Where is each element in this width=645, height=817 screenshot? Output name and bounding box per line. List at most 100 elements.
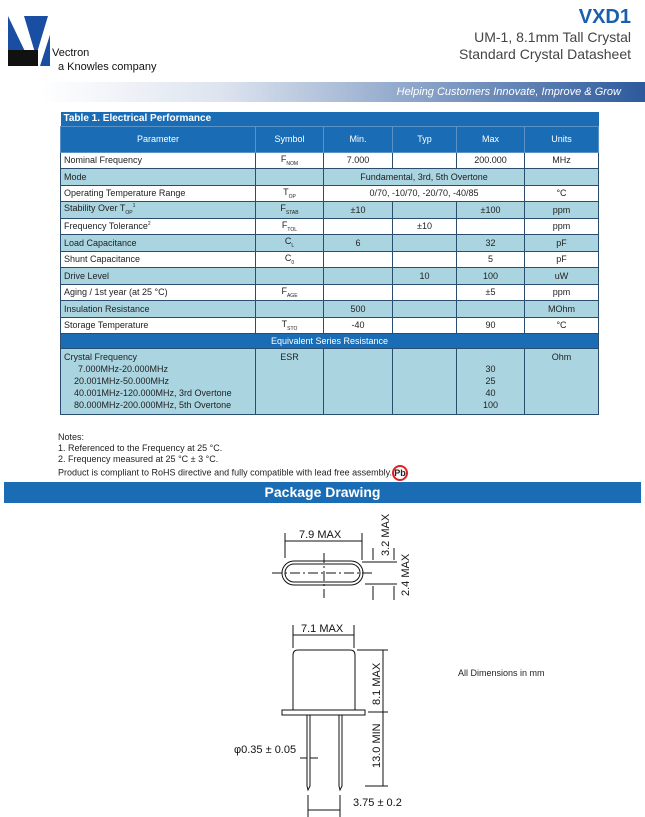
- footnote-ref: 1: [132, 203, 136, 210]
- symbol-cell: CL: [255, 234, 324, 252]
- typ-cell: ±10: [392, 217, 457, 235]
- min-cell: [323, 250, 393, 268]
- units-cell: ppm: [524, 283, 599, 301]
- param: Aging / 1st year (at 25 °C): [64, 287, 168, 298]
- tagline-banner: Helping Customers Innovate, Improve & Gr…: [40, 82, 645, 102]
- dim-body-height: 8.1 MAX: [371, 662, 383, 705]
- symbol-cell: FTOL: [255, 217, 324, 235]
- max-cell: [456, 300, 525, 318]
- typ-cell: [392, 300, 457, 318]
- min-cell: 7.000: [323, 151, 393, 169]
- param-cell: Crystal Frequency 7.000MHz-20.000MHz 20.00…: [60, 348, 256, 415]
- param-cell: Storage Temperature: [60, 316, 256, 334]
- param: Drive Level: [64, 270, 110, 281]
- dim-top-h2: 2.4 MAX: [400, 553, 412, 596]
- esr-max: 40: [485, 388, 496, 398]
- esr-max: 30: [485, 364, 496, 374]
- max-cell: ±5: [456, 283, 525, 301]
- table-row: Drive Level 10 100 uW: [60, 267, 599, 285]
- units-cell: °C: [524, 184, 599, 202]
- table-row: Storage Temperature TSTO -40 90 °C: [60, 316, 599, 334]
- symbol-cell: C0: [255, 250, 324, 268]
- typ-cell: [392, 316, 457, 334]
- table-row: Stability Over TOP1 FSTAB ±10 ±100 ppm: [60, 201, 599, 219]
- max-cell: 90: [456, 316, 525, 334]
- symbol-cell: FAGE: [255, 283, 324, 301]
- package-drawing: 7.9 MAX 3.2 MAX 2.4 MAX 7.1 MAX 8.1 MAX …: [234, 513, 412, 817]
- max-cell: 32: [456, 234, 525, 252]
- typ-cell: [392, 283, 457, 301]
- rohs-note: Product is compliant to RoHS directive a…: [58, 467, 392, 478]
- symbol-subscript: TOL: [287, 226, 298, 233]
- symbol: F: [281, 285, 287, 296]
- max-cell: [456, 217, 525, 235]
- typ-cell: [392, 151, 457, 169]
- col-header: Max: [456, 125, 525, 153]
- param-subscript: OP: [125, 210, 133, 217]
- symbol-cell: [255, 267, 324, 285]
- symbol: C: [284, 236, 292, 247]
- table-row: Load Capacitance CL 6 32 pF: [60, 234, 599, 252]
- units-cell: pF: [524, 234, 599, 252]
- param: Storage Temperature: [64, 320, 149, 331]
- note: 2. Frequency measured at 25 °C ± 3 °C.: [58, 454, 219, 464]
- crystal-flange: [281, 709, 366, 716]
- logo-tagline: a Knowles company: [58, 61, 157, 73]
- subtitle: UM-1, 8.1mm Tall Crystal: [474, 29, 631, 45]
- typ-cell: [392, 201, 457, 219]
- table-row: Nominal Frequency FNOM 7.000 200.000 MHz: [60, 151, 599, 169]
- col-header: Parameter: [60, 125, 256, 153]
- min-cell: 500: [323, 300, 393, 318]
- units-cell: MHz: [524, 151, 599, 169]
- min-cell: 6: [323, 234, 393, 252]
- symbol: F: [280, 203, 286, 214]
- units-cell: ppm: [524, 201, 599, 219]
- vectron-logo: Vectron a Knowles company: [8, 16, 157, 73]
- dim-body-width: 7.1 MAX: [301, 623, 344, 635]
- param-cell: Aging / 1st year (at 25 °C): [60, 283, 256, 301]
- min-cell: [323, 217, 393, 235]
- symbol-cell: [255, 168, 324, 186]
- param: Load Capacitance: [64, 237, 137, 248]
- dim-lead-dia: φ0.35 ± 0.05: [234, 744, 296, 756]
- symbol: T: [281, 318, 288, 329]
- col-header: Symbol: [255, 125, 324, 153]
- package-drawing-title: Package Drawing: [4, 482, 641, 503]
- param: Frequency Tolerance: [64, 221, 148, 232]
- dim-lead-pitch: 3.75 ± 0.2: [353, 797, 402, 809]
- param-cell: Drive Level: [60, 267, 256, 285]
- symbol-cell: ESR: [255, 348, 324, 415]
- notes-title: Notes:: [58, 432, 85, 442]
- symbol-subscript: OP: [288, 193, 296, 200]
- typ-cell: [392, 234, 457, 252]
- dim-lead-length: 13.0 MIN: [371, 723, 383, 768]
- param: Insulation Resistance: [64, 303, 150, 314]
- symbol-subscript: NOM: [286, 160, 299, 167]
- span-cell: Fundamental, 3rd, 5th Overtone: [323, 168, 525, 186]
- dim-top-width: 7.9 MAX: [299, 529, 342, 541]
- freq-range: 40.001MHz-120.000MHz, 3rd Overtone: [74, 388, 232, 398]
- symbol-cell: FNOM: [255, 151, 324, 169]
- param: Crystal Frequency: [64, 352, 138, 362]
- symbol-cell: TOP: [255, 184, 324, 202]
- param-cell: Insulation Resistance: [60, 300, 256, 318]
- min-cell: ±10: [323, 201, 393, 219]
- symbol-subscript: STAB: [285, 210, 299, 217]
- esr-header: Equivalent Series Resistance: [60, 333, 599, 349]
- param: Nominal Frequency: [64, 155, 143, 166]
- param-cell: Nominal Frequency: [60, 151, 256, 169]
- min-cell: [323, 348, 393, 415]
- symbol-subscript: AGE: [286, 292, 298, 299]
- param: Mode: [64, 171, 87, 182]
- symbol-cell: FSTAB: [255, 201, 324, 219]
- lead-left: [306, 715, 311, 792]
- param-cell: Mode: [60, 168, 256, 186]
- esr-max: 100: [482, 400, 499, 410]
- table-row: Aging / 1st year (at 25 °C) FAGE ±5 ppm: [60, 283, 599, 301]
- dim-top-h1: 3.2 MAX: [380, 513, 392, 556]
- table-row: Shunt Capacitance C0 5 pF: [60, 250, 599, 268]
- symbol: C: [284, 252, 292, 263]
- freq-range: 20.001MHz-50.000MHz: [74, 376, 170, 386]
- param-cell: Shunt Capacitance: [60, 250, 256, 268]
- max-cell: ±100: [456, 201, 525, 219]
